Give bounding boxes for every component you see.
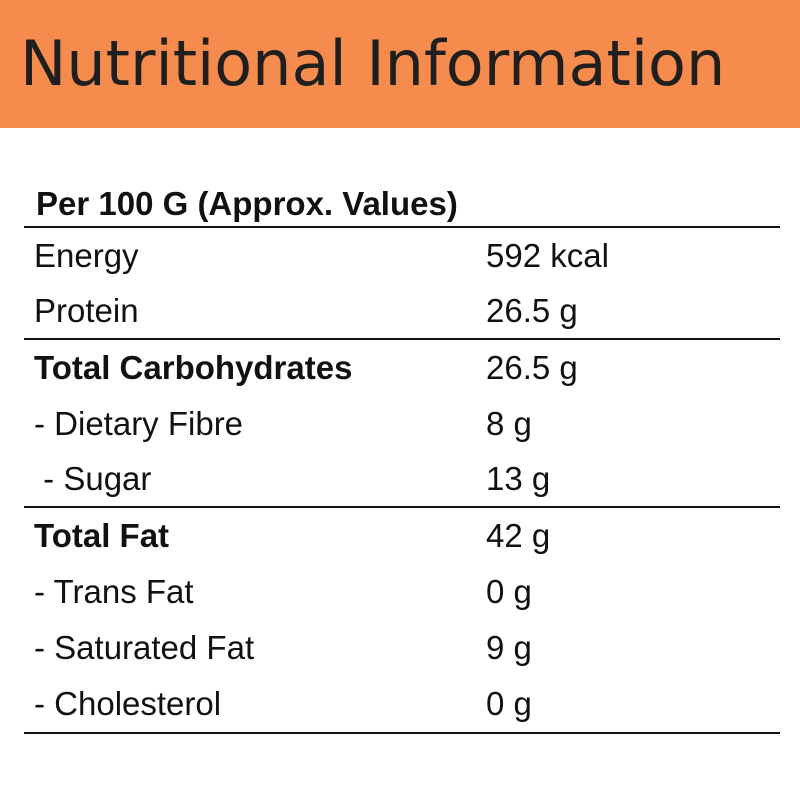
nutrient-label: - Saturated Fat (34, 629, 255, 666)
nutrient-label: Total Fat (34, 517, 170, 554)
nutrient-row-energy: Energy 592 kcal (24, 228, 780, 284)
header-banner: Nutritional Information (0, 0, 800, 128)
nutrient-value: 0 g (486, 685, 532, 722)
nutrient-label: Protein (34, 292, 139, 329)
nutrient-row-total-fat: Total Fat 42 g (24, 508, 780, 564)
nutrient-value: 592 kcal (486, 237, 609, 274)
nutrient-value: 26.5 g (486, 349, 578, 386)
nutrient-value: 0 g (486, 573, 532, 610)
nutrient-row-saturated-fat: - Saturated Fat 9 g (24, 620, 780, 676)
nutrient-value: 8 g (486, 405, 532, 442)
nutrient-label: - Dietary Fibre (34, 405, 244, 442)
table-bottom-divider (24, 732, 780, 734)
nutrient-label: - Cholesterol (34, 685, 222, 722)
nutrient-label: Total Carbohydrates (34, 349, 353, 386)
nutrition-table: Per 100 G (Approx. Values) Energy 592 kc… (24, 172, 780, 734)
nutrient-label: - Trans Fat (34, 573, 194, 610)
nutrient-label: - Sugar (34, 460, 152, 497)
nutrient-row-trans-fat: - Trans Fat 0 g (24, 564, 780, 620)
nutrient-row-sugar: - Sugar 13 g (24, 452, 780, 508)
nutrient-row-cholesterol: - Cholesterol 0 g (24, 676, 780, 732)
page-title: Nutritional Information (20, 27, 726, 100)
table-heading: Per 100 G (Approx. Values) (24, 172, 780, 228)
nutrient-row-protein: Protein 26.5 g (24, 284, 780, 340)
nutrient-row-dietary-fibre: - Dietary Fibre 8 g (24, 396, 780, 452)
nutrient-value: 26.5 g (486, 292, 578, 329)
nutrient-value: 9 g (486, 629, 532, 666)
nutrient-value: 13 g (486, 460, 551, 497)
nutrient-label: Energy (34, 237, 139, 274)
nutrient-row-total-carbohydrates: Total Carbohydrates 26.5 g (24, 340, 780, 396)
nutrient-value: 42 g (486, 517, 551, 554)
